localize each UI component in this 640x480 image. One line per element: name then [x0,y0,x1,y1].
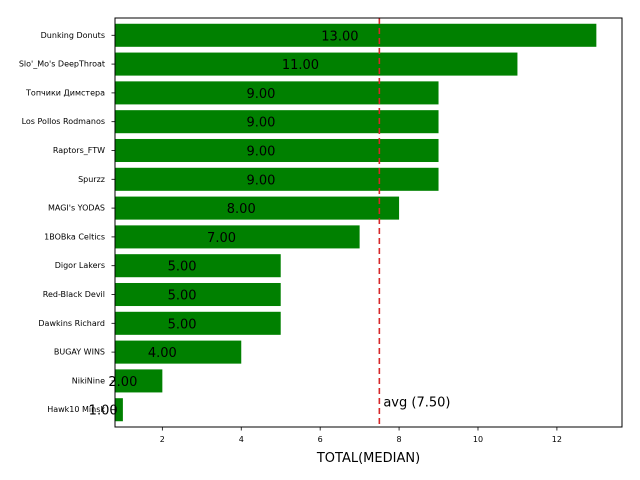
y-tick-label: Dunking Donuts [41,31,105,40]
bar-value-label: 9.00 [247,87,276,102]
y-tick-label: NikiNine [72,376,105,385]
bar-value-label: 9.00 [247,173,276,188]
y-tick-label: Slo'_Mo's DeepThroat [19,60,105,69]
x-tick-label: 10 [473,435,483,444]
x-axis-ticks: 2 4 6 8 10 12 [160,427,562,444]
bar-value-label: 4.00 [148,346,177,361]
x-tick-label: 4 [239,435,244,444]
y-tick-label: Топчики Димстера [25,88,105,97]
plot-frame [114,17,623,428]
bar [115,138,439,163]
bars-group [115,23,597,422]
bar-value-label: 5.00 [168,260,197,275]
y-tick-label: MAGI's YODAS [48,204,105,213]
bar [115,110,439,134]
y-tick-label: Spurzz [78,175,105,184]
bar [115,254,281,278]
bar [115,23,597,47]
bar [115,196,400,220]
y-tick-label: 1BOBka Celtics [44,232,105,241]
bar [115,167,439,191]
bar [115,340,242,364]
bar [115,282,281,307]
bar-value-label: 7.00 [207,231,236,246]
x-tick-label: 2 [160,435,165,444]
y-tick-label: Hawk10 Minsk [47,405,105,414]
y-axis-ticks: Dunking Donuts Slo'_Mo's DeepThroat Топчик… [19,31,115,414]
y-tick-label: Raptors_FTW [53,146,105,155]
y-tick-label: Dawkins Richard [38,319,105,328]
bar [115,398,123,422]
bar [115,81,439,105]
x-axis-label: TOTAL(MEDIAN) [316,451,420,466]
x-tick-label: 8 [397,435,402,444]
bar [115,225,360,249]
bar-value-label: 9.00 [247,116,276,131]
bar-value-label: 5.00 [168,289,197,304]
bar-value-label: 13.00 [321,29,358,44]
bar-value-label: 9.00 [247,144,276,159]
y-tick-label: Los Pollos Rodmanos [22,117,105,126]
bar-value-label: 8.00 [227,202,256,217]
bar [115,52,518,76]
x-tick-label: 12 [552,435,562,444]
x-tick-label: 6 [318,435,323,444]
bar-value-label: 5.00 [168,317,197,332]
bar-value-label: 2.00 [108,375,137,390]
y-tick-label: BUGAY WINS [54,348,105,357]
y-tick-label: Red-Black Devil [43,290,105,299]
bar [115,311,281,335]
average-label: avg (7.50) [383,396,450,411]
bar-value-label: 11.00 [282,58,319,73]
bar [115,369,163,393]
y-tick-label: Digor Lakers [55,261,105,270]
bar-value-label: 1.00 [89,404,118,419]
